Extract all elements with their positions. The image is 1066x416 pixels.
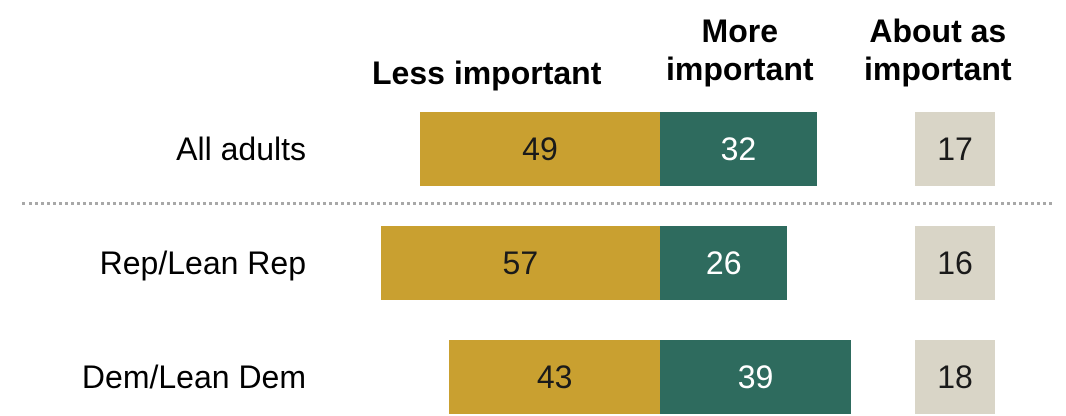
bar-less-important xyxy=(419,112,660,186)
header-about-as-important: About as important xyxy=(864,12,1012,88)
header-less-important: Less important xyxy=(372,55,602,91)
box-about-as-important xyxy=(915,112,995,186)
box-about-as-important xyxy=(915,340,995,414)
bar-more-important xyxy=(660,340,852,414)
row-label: All adults xyxy=(176,131,306,167)
value-label-more-important: 26 xyxy=(705,245,742,281)
header-more-important: More important xyxy=(666,12,814,88)
row-separator xyxy=(22,202,1052,205)
header-more-line2: important xyxy=(666,51,814,87)
value-label-about-as-important: 18 xyxy=(937,359,973,395)
row-label: Rep/Lean Rep xyxy=(99,245,306,281)
bar-less-important xyxy=(449,340,660,414)
value-label-about-as-important: 17 xyxy=(937,131,973,167)
header-about-line2: important xyxy=(864,51,1012,87)
header-more-line1: More xyxy=(701,13,778,49)
value-label-more-important: 32 xyxy=(720,131,757,167)
bar-more-important xyxy=(660,112,817,186)
bar-more-important xyxy=(660,226,788,300)
value-label-about-as-important: 16 xyxy=(937,245,973,281)
header-about-line1: About as xyxy=(869,13,1007,49)
box-about-as-important xyxy=(915,226,995,300)
value-label-more-important: 39 xyxy=(737,359,774,395)
value-label-less-important: 49 xyxy=(522,131,558,167)
bar-less-important xyxy=(380,226,660,300)
value-label-less-important: 43 xyxy=(536,359,573,395)
value-label-less-important: 57 xyxy=(502,245,539,281)
row-label: Dem/Lean Dem xyxy=(81,359,306,395)
